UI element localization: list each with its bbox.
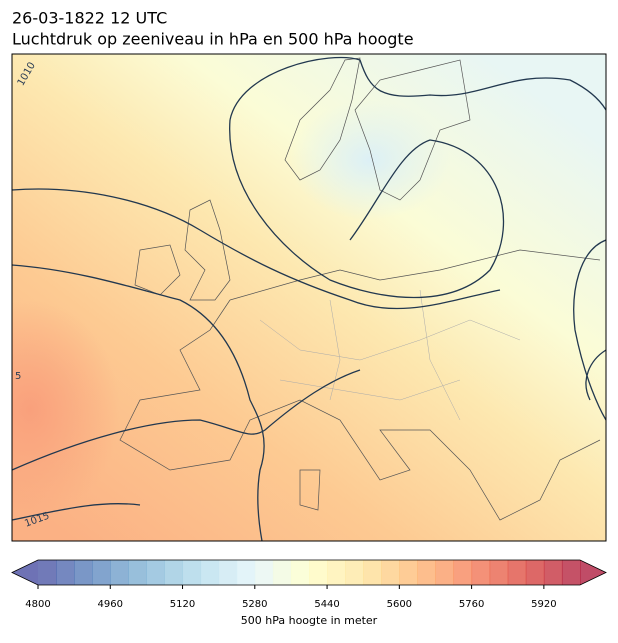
colorbar-segment [164, 560, 184, 585]
title: Luchtdruk op zeeniveau in hPa en 500 hPa… [12, 30, 414, 49]
colorbar-segment [218, 560, 238, 585]
colorbar-segment [74, 560, 93, 585]
colorbar-segment [543, 560, 563, 585]
colorbar-segment [417, 560, 436, 585]
colorbar-tick-label: 5120 [170, 599, 195, 610]
colorbar-segment [525, 560, 545, 585]
colorbar-extend-high [580, 560, 606, 585]
map: 1010 5 1015 [12, 54, 606, 541]
colorbar-segment [128, 560, 147, 585]
colorbar-segment [146, 560, 165, 585]
colorbar-tick-label: 4960 [98, 599, 123, 610]
colorbar-segment [92, 560, 111, 585]
colorbar-segment [254, 560, 274, 585]
colorbar-extend-low [12, 560, 38, 585]
colorbar-segment [309, 560, 328, 585]
colorbar-segment [290, 560, 310, 585]
colorbar-segment [471, 560, 491, 585]
date: 26-03-1822 12 UTC [12, 9, 167, 28]
colorbar-tick-label: 5920 [531, 599, 556, 610]
colorbar-tick-label: 5600 [387, 599, 412, 610]
colorbar-segment [561, 560, 581, 585]
colorbar-segment [38, 560, 57, 585]
colorbar-segment [56, 560, 75, 585]
colorbar-segment [489, 560, 509, 585]
colorbar-segment [507, 560, 527, 585]
colorbar-segment [182, 560, 202, 585]
colorbar-label: 500 hPa hoogte in meter [241, 614, 378, 627]
colorbar-tick-label: 5280 [242, 599, 267, 610]
colorbar: 4800 4960 5120 5280 5440 5600 5760 5920 [11, 559, 607, 610]
colorbar-segment [381, 560, 400, 585]
colorbar-tick-label: 4800 [25, 599, 50, 610]
colorbar-segment [345, 560, 364, 585]
colorbar-segment [200, 560, 220, 585]
colorbar-segment [272, 560, 292, 585]
colorbar-segment [399, 560, 418, 585]
colorbar-tick-label: 5760 [459, 599, 484, 610]
colorbar-tick-label: 5440 [314, 599, 339, 610]
contour-label: 5 [15, 371, 21, 382]
colorbar-segment [236, 560, 256, 585]
colorbar-segment [327, 560, 346, 585]
colorbar-segment [363, 560, 382, 585]
colorbar-segment [453, 560, 473, 585]
colorbar-segment [110, 560, 129, 585]
map-frame [11, 53, 607, 542]
colorbar-segment [435, 560, 455, 585]
colorbar-outline [11, 559, 607, 586]
